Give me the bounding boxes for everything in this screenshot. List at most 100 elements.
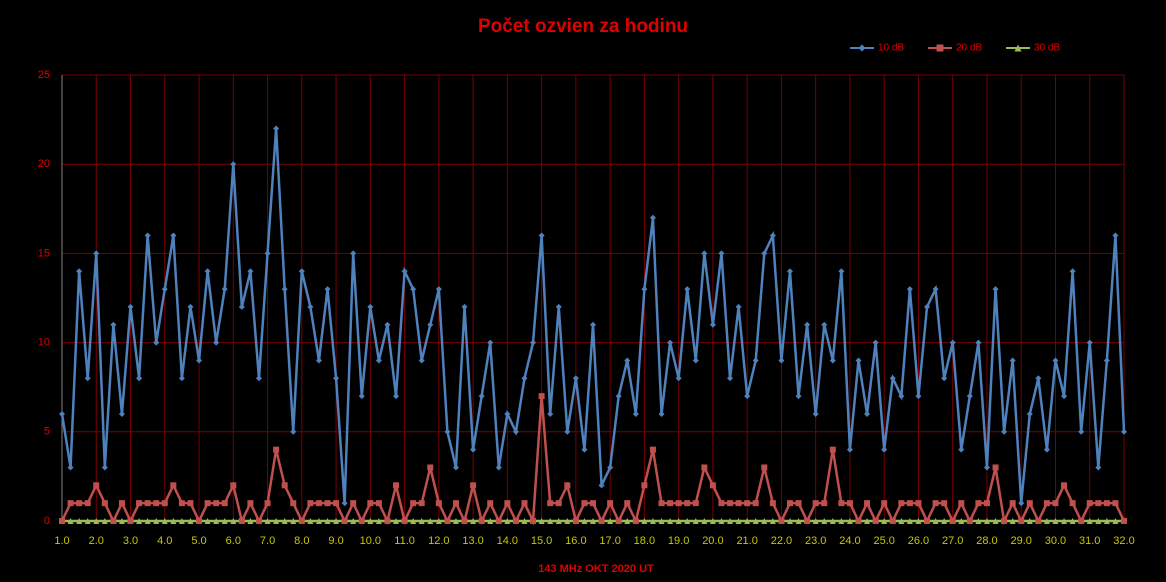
legend-label: 30 dB bbox=[1034, 43, 1060, 54]
data-point bbox=[76, 268, 83, 275]
data-point bbox=[932, 500, 939, 507]
x-tick-label: 14.0 bbox=[497, 535, 518, 547]
data-point bbox=[298, 518, 305, 524]
data-point bbox=[795, 500, 802, 507]
data-point bbox=[598, 482, 605, 489]
data-point bbox=[572, 375, 579, 382]
data-point bbox=[504, 518, 511, 524]
x-tick-label: 15.0 bbox=[531, 535, 552, 547]
data-point bbox=[975, 500, 982, 507]
x-tick-label: 27.0 bbox=[942, 535, 963, 547]
data-point bbox=[136, 375, 143, 382]
data-point bbox=[615, 518, 622, 524]
data-point bbox=[333, 518, 340, 524]
data-point bbox=[786, 518, 793, 524]
data-point bbox=[315, 357, 322, 364]
data-point bbox=[118, 500, 125, 507]
data-point bbox=[393, 482, 400, 489]
data-point bbox=[829, 518, 836, 524]
data-point bbox=[838, 268, 845, 275]
data-point bbox=[393, 518, 400, 524]
data-point bbox=[504, 410, 511, 417]
data-point bbox=[881, 518, 888, 524]
data-point bbox=[230, 482, 237, 489]
data-point bbox=[624, 500, 631, 507]
data-point bbox=[555, 303, 562, 310]
data-point bbox=[966, 518, 973, 524]
data-point bbox=[230, 518, 237, 524]
x-tick-label: 16.0 bbox=[565, 535, 586, 547]
y-tick-label: 0 bbox=[44, 515, 50, 527]
data-point bbox=[384, 518, 391, 524]
x-tick-label: 13.0 bbox=[462, 535, 483, 547]
data-point bbox=[281, 518, 288, 524]
data-point bbox=[1043, 500, 1050, 507]
data-point bbox=[213, 339, 220, 346]
data-point bbox=[67, 500, 74, 507]
data-point bbox=[367, 303, 374, 310]
data-point bbox=[264, 500, 271, 507]
x-tick-label: 12.0 bbox=[428, 535, 449, 547]
data-point bbox=[692, 518, 699, 524]
x-tick-label: 8.0 bbox=[294, 535, 309, 547]
data-point bbox=[581, 446, 588, 453]
data-point bbox=[1009, 518, 1016, 524]
data-point bbox=[983, 464, 990, 471]
data-point bbox=[84, 518, 91, 524]
data-point bbox=[555, 518, 562, 524]
data-point bbox=[153, 518, 160, 524]
data-point bbox=[547, 500, 554, 507]
data-point bbox=[178, 500, 185, 507]
data-point bbox=[59, 410, 65, 417]
data-point bbox=[692, 500, 699, 507]
data-point bbox=[144, 232, 151, 239]
x-tick-label: 3.0 bbox=[123, 535, 138, 547]
legend-marker bbox=[858, 44, 866, 52]
data-point bbox=[992, 286, 999, 293]
data-point bbox=[624, 518, 631, 524]
data-point bbox=[307, 518, 314, 524]
data-point bbox=[487, 518, 494, 524]
data-point bbox=[153, 339, 160, 346]
x-tick-label: 6.0 bbox=[226, 535, 241, 547]
data-point bbox=[855, 357, 862, 364]
data-point bbox=[221, 518, 228, 524]
data-point bbox=[144, 518, 151, 524]
data-point bbox=[906, 286, 913, 293]
data-point bbox=[1026, 500, 1033, 507]
data-point bbox=[881, 500, 888, 507]
data-point bbox=[93, 482, 100, 489]
data-point bbox=[864, 518, 871, 524]
data-point bbox=[598, 518, 605, 524]
data-point bbox=[752, 500, 759, 507]
data-point bbox=[632, 518, 639, 524]
data-point bbox=[701, 518, 708, 524]
data-point bbox=[915, 393, 922, 400]
data-point bbox=[521, 375, 528, 382]
data-point bbox=[752, 357, 759, 364]
data-point bbox=[838, 518, 845, 524]
data-point bbox=[641, 286, 648, 293]
data-point bbox=[290, 500, 297, 507]
data-point bbox=[838, 500, 845, 507]
data-point bbox=[367, 500, 374, 507]
data-point bbox=[375, 357, 382, 364]
data-point bbox=[427, 321, 434, 328]
data-point bbox=[958, 446, 965, 453]
data-point bbox=[1095, 518, 1102, 524]
data-point bbox=[495, 464, 502, 471]
data-point bbox=[692, 357, 699, 364]
data-point bbox=[881, 446, 888, 453]
data-point bbox=[187, 518, 194, 524]
data-point bbox=[84, 375, 91, 382]
data-point bbox=[855, 518, 862, 524]
data-point bbox=[273, 518, 280, 524]
data-point bbox=[127, 518, 134, 524]
data-point bbox=[624, 357, 631, 364]
data-point bbox=[1086, 518, 1093, 524]
data-point bbox=[170, 232, 177, 239]
data-point bbox=[769, 500, 776, 507]
data-point bbox=[949, 518, 956, 524]
data-point bbox=[213, 518, 220, 524]
data-point bbox=[1069, 500, 1076, 507]
